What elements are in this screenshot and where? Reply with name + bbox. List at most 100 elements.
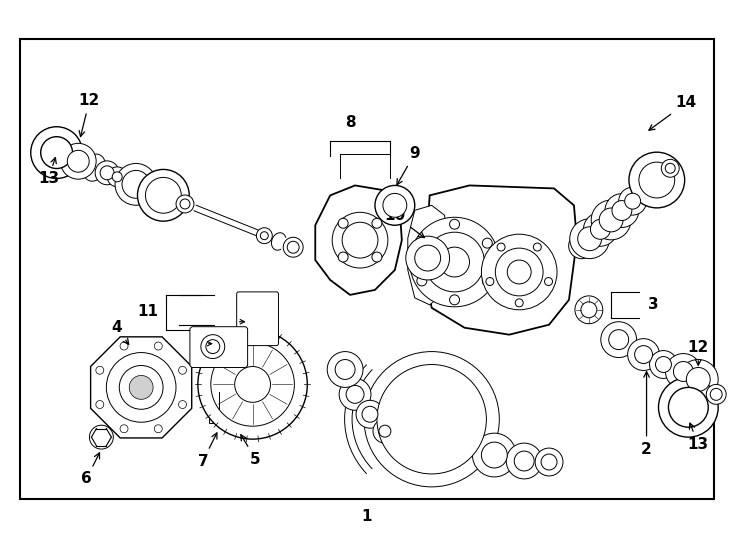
Polygon shape — [408, 205, 448, 305]
Circle shape — [100, 166, 114, 180]
Text: 5: 5 — [241, 435, 261, 467]
Circle shape — [507, 260, 531, 284]
Circle shape — [206, 340, 219, 354]
Circle shape — [440, 247, 470, 277]
Circle shape — [545, 278, 553, 286]
Polygon shape — [316, 185, 401, 295]
Circle shape — [122, 171, 150, 198]
Circle shape — [261, 232, 269, 240]
Circle shape — [287, 241, 299, 253]
Circle shape — [283, 237, 303, 257]
Circle shape — [338, 252, 348, 262]
Circle shape — [569, 233, 595, 259]
Ellipse shape — [647, 167, 672, 188]
Circle shape — [534, 243, 541, 251]
Circle shape — [515, 299, 523, 307]
Ellipse shape — [647, 168, 671, 189]
FancyBboxPatch shape — [208, 409, 229, 423]
Text: 14: 14 — [649, 96, 697, 130]
Circle shape — [383, 193, 407, 217]
Circle shape — [578, 227, 602, 251]
Circle shape — [40, 137, 73, 168]
Ellipse shape — [646, 168, 670, 190]
Circle shape — [129, 375, 153, 400]
FancyBboxPatch shape — [20, 39, 714, 499]
Circle shape — [658, 377, 718, 437]
Ellipse shape — [644, 170, 669, 191]
Circle shape — [619, 187, 647, 215]
Circle shape — [178, 366, 186, 374]
Circle shape — [666, 354, 701, 389]
Circle shape — [338, 218, 348, 228]
Circle shape — [372, 252, 382, 262]
Circle shape — [107, 167, 127, 187]
Text: 10: 10 — [385, 208, 424, 238]
Circle shape — [198, 330, 308, 439]
Ellipse shape — [148, 188, 181, 202]
Circle shape — [154, 342, 162, 350]
Circle shape — [535, 448, 563, 476]
Circle shape — [584, 212, 617, 246]
Circle shape — [120, 425, 128, 433]
Text: 6: 6 — [81, 453, 100, 487]
Circle shape — [31, 127, 82, 179]
Circle shape — [256, 228, 272, 244]
Circle shape — [120, 366, 163, 409]
Text: 12: 12 — [79, 93, 100, 137]
Circle shape — [235, 367, 271, 402]
Circle shape — [379, 425, 391, 437]
Circle shape — [575, 296, 603, 323]
Text: 7: 7 — [197, 433, 217, 469]
Circle shape — [625, 193, 641, 209]
Circle shape — [377, 364, 487, 474]
Polygon shape — [425, 185, 577, 335]
Circle shape — [599, 208, 623, 232]
Circle shape — [201, 335, 225, 359]
FancyBboxPatch shape — [236, 292, 278, 346]
Circle shape — [106, 353, 176, 422]
Circle shape — [515, 451, 534, 471]
Circle shape — [639, 162, 675, 198]
Circle shape — [506, 443, 542, 479]
Circle shape — [601, 322, 636, 357]
Circle shape — [711, 388, 722, 400]
Circle shape — [406, 236, 449, 280]
Circle shape — [364, 352, 499, 487]
Circle shape — [95, 161, 119, 185]
Circle shape — [706, 384, 726, 404]
Circle shape — [635, 346, 653, 363]
Circle shape — [605, 194, 639, 227]
Circle shape — [48, 144, 65, 161]
Circle shape — [60, 143, 96, 179]
Circle shape — [608, 330, 628, 349]
Circle shape — [68, 150, 90, 172]
Circle shape — [417, 238, 426, 248]
Circle shape — [404, 392, 459, 447]
Circle shape — [482, 442, 507, 468]
Text: 8: 8 — [345, 115, 355, 130]
Circle shape — [333, 212, 388, 268]
Ellipse shape — [645, 169, 669, 191]
Circle shape — [327, 352, 363, 387]
Ellipse shape — [150, 190, 184, 204]
Circle shape — [575, 239, 589, 253]
Ellipse shape — [143, 186, 176, 201]
Ellipse shape — [642, 172, 666, 193]
Circle shape — [590, 219, 611, 239]
Circle shape — [570, 219, 609, 259]
Text: 11: 11 — [138, 304, 159, 319]
Ellipse shape — [144, 187, 177, 201]
Circle shape — [178, 401, 186, 408]
Circle shape — [449, 219, 459, 229]
Text: 2: 2 — [642, 372, 652, 457]
Circle shape — [96, 401, 103, 408]
Circle shape — [629, 152, 685, 208]
Circle shape — [96, 366, 103, 374]
Circle shape — [581, 302, 597, 318]
Circle shape — [176, 195, 194, 213]
FancyBboxPatch shape — [190, 327, 247, 368]
Circle shape — [541, 454, 557, 470]
Circle shape — [495, 248, 543, 296]
Circle shape — [661, 159, 679, 177]
Polygon shape — [90, 337, 192, 438]
